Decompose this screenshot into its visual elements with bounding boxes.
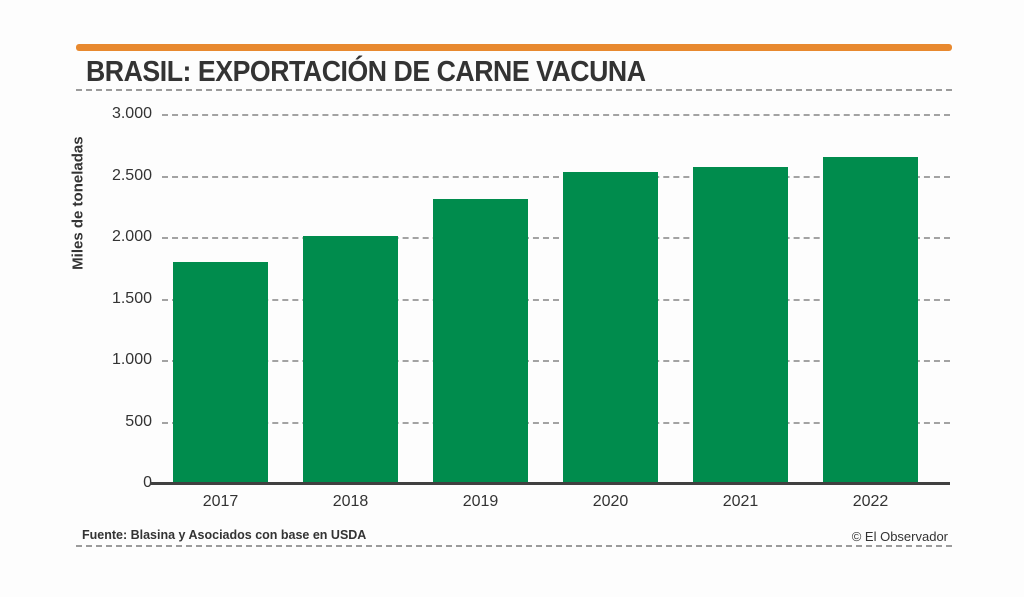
x-tick-label-2022: 2022 bbox=[852, 493, 889, 510]
source-note: Fuente: Blasina y Asociados con base en … bbox=[82, 528, 367, 542]
bar-2018 bbox=[303, 235, 398, 483]
plot-area bbox=[162, 114, 950, 483]
footer-divider bbox=[76, 545, 952, 547]
chart-title: BRASIL: EXPORTACIÓN DE CARNE VACUNA bbox=[86, 56, 646, 88]
bar-2020 bbox=[563, 171, 658, 483]
y-tick-label: 3.000 bbox=[111, 105, 152, 122]
y-axis-title: Miles de toneladas bbox=[69, 136, 87, 270]
x-tick-label-2020: 2020 bbox=[592, 493, 629, 510]
y-tick-label: 2.500 bbox=[111, 166, 152, 184]
x-axis-baseline bbox=[150, 482, 950, 485]
y-tick-label: 0 bbox=[143, 474, 152, 491]
y-tick-label: 2.000 bbox=[111, 228, 152, 245]
y-tick-label: 500 bbox=[125, 412, 152, 430]
x-tick-label-2019: 2019 bbox=[462, 493, 499, 510]
gridline-2500 bbox=[162, 175, 950, 178]
y-tick-label: 1.000 bbox=[111, 351, 152, 368]
x-tick-label-2018: 2018 bbox=[332, 493, 369, 510]
gridline-1000 bbox=[162, 360, 950, 362]
gridline-3000 bbox=[162, 114, 950, 116]
accent-bar bbox=[76, 44, 952, 51]
bar-2021 bbox=[693, 166, 788, 483]
bar-2017 bbox=[173, 261, 268, 483]
gridline-2000 bbox=[162, 237, 950, 239]
gridline-1500 bbox=[162, 298, 950, 301]
bar-2019 bbox=[433, 198, 528, 483]
y-tick-label: 1.500 bbox=[111, 289, 152, 307]
x-tick-label-2017: 2017 bbox=[202, 493, 239, 510]
copyright-credit: © El Observador bbox=[851, 529, 948, 544]
x-tick-label-2021: 2021 bbox=[722, 493, 759, 510]
gridline-500 bbox=[162, 421, 950, 424]
title-divider bbox=[76, 89, 952, 91]
bar-2022 bbox=[823, 157, 918, 483]
